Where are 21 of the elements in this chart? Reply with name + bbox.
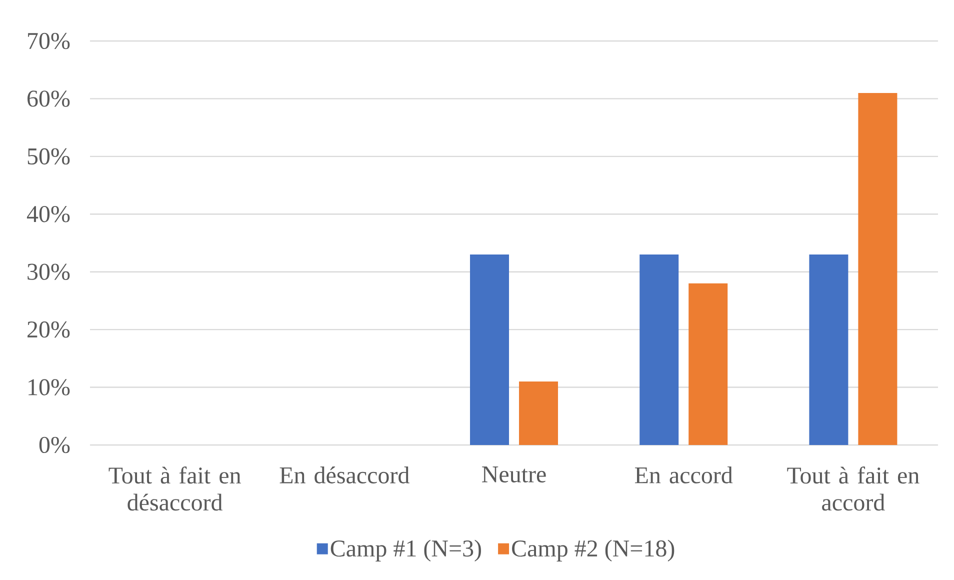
x-tick-label: En accord — [634, 466, 733, 484]
y-tick-label: 20% — [28, 321, 70, 338]
y-tick-label: 50% — [28, 148, 70, 165]
bar — [519, 382, 558, 445]
bar — [470, 254, 510, 445]
y-tick-label: 60% — [28, 90, 70, 107]
x-tick-label: Tout à fait en désaccord — [108, 466, 241, 511]
legend-label: Camp #1 (N=3) — [330, 540, 481, 562]
legend-label: Camp #2 (N=18) — [512, 540, 674, 562]
y-tick-label: 0% — [39, 436, 70, 454]
y-tick-label: 30% — [28, 264, 70, 280]
bar — [858, 92, 898, 445]
x-tick-label: Tout à fait en accord — [787, 466, 920, 511]
y-tick-label: 70% — [28, 32, 70, 50]
x-tick-label: En désaccord — [280, 466, 410, 484]
bar — [688, 283, 728, 445]
bar — [640, 254, 679, 445]
bar — [809, 254, 848, 445]
y-tick-label: 40% — [26, 206, 70, 222]
y-tick-label: 10% — [28, 379, 70, 396]
x-tick-label: Neutre — [482, 466, 546, 482]
